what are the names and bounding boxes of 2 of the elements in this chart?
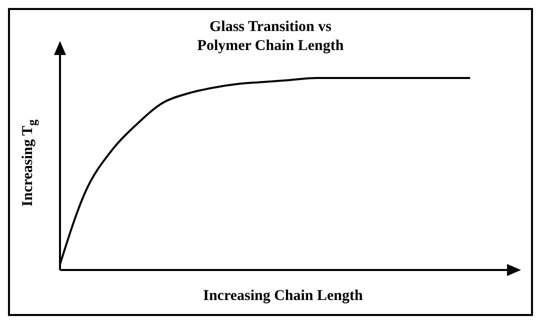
x-axis-title: Increasing Chain Length <box>202 288 364 305</box>
chart-title: Glass Transition vs Polymer Chain Length <box>196 18 345 56</box>
